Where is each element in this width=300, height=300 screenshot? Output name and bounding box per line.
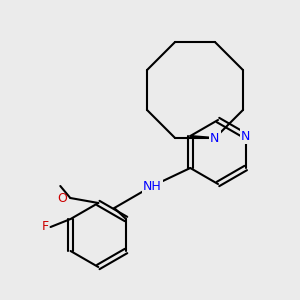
Text: N: N <box>241 130 250 142</box>
Text: NH: NH <box>143 179 162 193</box>
Text: F: F <box>41 220 49 233</box>
Text: O: O <box>57 191 67 205</box>
Text: N: N <box>210 131 220 145</box>
